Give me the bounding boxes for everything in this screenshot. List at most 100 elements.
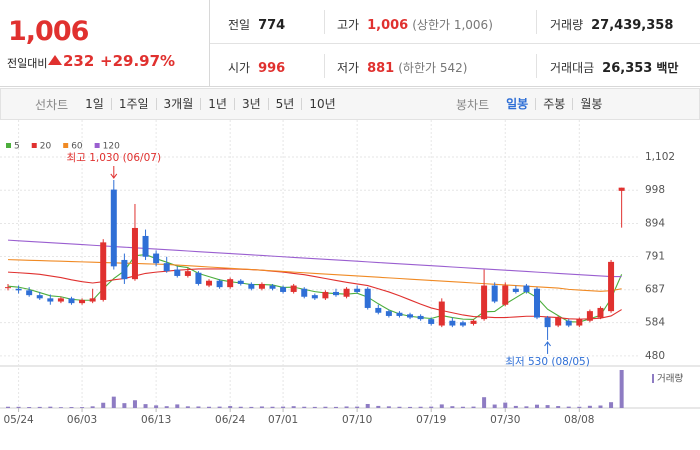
candle-body <box>481 285 488 320</box>
candle-body <box>153 253 160 264</box>
volume-bar <box>376 405 381 408</box>
volume-bar <box>619 370 624 408</box>
stat-value: 27,439,358 <box>591 18 674 33</box>
volume-bar <box>58 407 63 408</box>
period-option[interactable]: 1년 <box>200 98 234 110</box>
stat-label: 거래량 <box>550 18 584 32</box>
period-option[interactable]: 5년 <box>267 98 302 110</box>
stat: 거래대금 26,353 백만 <box>550 59 678 76</box>
toolbar-label: 선차트 <box>35 97 69 112</box>
moving-average-line <box>7 268 622 320</box>
y-tick-label: 687 <box>645 284 665 296</box>
annotation: 최저 530 (08/05) <box>505 356 590 368</box>
volume-bar <box>101 402 106 408</box>
price-box: 1,006 전일대비 232 +29.97% <box>0 0 210 86</box>
candle-body <box>354 288 361 292</box>
candle-body <box>26 290 33 296</box>
volume-bar <box>154 405 159 408</box>
candle-body <box>438 301 445 326</box>
volume-bar <box>175 404 180 408</box>
volume-bar <box>312 406 317 408</box>
volume-bar <box>471 406 476 408</box>
candle-body <box>375 307 382 313</box>
candle-body <box>121 259 128 280</box>
candle-body <box>502 285 509 305</box>
y-tick-label: 894 <box>645 217 665 229</box>
legend-label: 60 <box>71 142 83 152</box>
stat: 전일 774 <box>228 16 285 33</box>
toolbar: 선차트 1일 1주일 3개월 1년 3년 5년 10년 봉차트 일봉 주봉 월봉 <box>0 88 700 120</box>
stat-label: 고가 <box>337 18 360 32</box>
line-chart-group: 선차트 1일 1주일 3개월 1년 3년 5년 10년 <box>35 89 343 119</box>
volume-bar <box>482 397 487 408</box>
volume-bar <box>418 406 423 408</box>
period-option[interactable]: 1주일 <box>110 98 156 110</box>
candle-body <box>311 295 318 299</box>
x-tick-label: 07/01 <box>268 414 298 426</box>
x-tick-label: 07/19 <box>416 414 446 426</box>
legend-label: 5 <box>14 142 20 152</box>
moving-average-line <box>7 253 623 323</box>
period-option[interactable]: 3개월 <box>155 98 201 110</box>
current-price: 1,006 <box>8 16 89 47</box>
period-option[interactable]: 월봉 <box>572 98 609 110</box>
up-icon <box>48 55 62 65</box>
candle-body <box>206 280 213 286</box>
stat: 거래량 27,439,358 <box>550 16 673 33</box>
candle-body <box>470 320 477 324</box>
candle-body <box>396 312 403 316</box>
moving-average-line <box>7 239 622 278</box>
candle-body <box>79 299 86 304</box>
annotation-arrowhead <box>544 341 551 347</box>
volume-bar <box>69 407 74 408</box>
candle-body <box>100 242 107 300</box>
quote-header: 1,006 전일대비 232 +29.97% 전일 774 고가 1,006 (… <box>0 0 700 87</box>
period-option[interactable]: 일봉 <box>506 97 529 111</box>
row-divider <box>210 43 700 44</box>
x-tick-label: 07/30 <box>490 414 520 426</box>
candle-body <box>512 288 519 292</box>
legend-label: 20 <box>40 142 52 152</box>
volume-bar <box>524 406 529 408</box>
stat-label: 시가 <box>228 61 251 75</box>
stat-note: (하한가 542) <box>398 61 468 75</box>
volume-bar <box>37 406 42 408</box>
candle-body <box>343 288 350 297</box>
volume-bar <box>386 406 391 408</box>
volume-bar <box>609 402 614 408</box>
candle-body <box>237 280 244 284</box>
stat: 시가 996 <box>228 59 285 76</box>
period-option[interactable]: 1일 <box>85 97 104 111</box>
period-option[interactable]: 10년 <box>301 98 342 110</box>
legend-swatch <box>94 143 100 148</box>
candle-body <box>301 288 308 297</box>
candle-body <box>184 271 191 276</box>
volume-bar <box>164 406 169 408</box>
candle-body <box>407 314 414 318</box>
volume-bar <box>450 406 455 408</box>
legend-swatch <box>63 143 69 148</box>
change: 232 <box>63 52 95 70</box>
candle-body <box>174 269 181 276</box>
candle-body <box>195 272 202 284</box>
stat-note: (상한가 1,006) <box>412 18 493 32</box>
candle-body <box>216 280 223 288</box>
candle-body <box>608 261 615 312</box>
divider <box>536 54 537 78</box>
change-rate: +29.97% <box>100 52 176 70</box>
volume-bar <box>397 406 402 408</box>
volume-bar <box>323 406 328 408</box>
volume-bar <box>492 404 497 408</box>
volume-bar <box>344 406 349 408</box>
volume-bar <box>503 402 508 408</box>
x-tick-label: 05/24 <box>3 414 34 426</box>
period-option[interactable]: 3년 <box>233 98 268 110</box>
volume-bar <box>577 406 582 408</box>
candle-body <box>280 287 287 292</box>
period-option[interactable]: 주봉 <box>535 98 572 110</box>
toolbar-label: 봉차트 <box>456 97 490 112</box>
candle-body <box>269 285 276 289</box>
volume-bar <box>429 406 434 408</box>
candle-body <box>523 285 530 292</box>
candle-body <box>449 320 456 326</box>
